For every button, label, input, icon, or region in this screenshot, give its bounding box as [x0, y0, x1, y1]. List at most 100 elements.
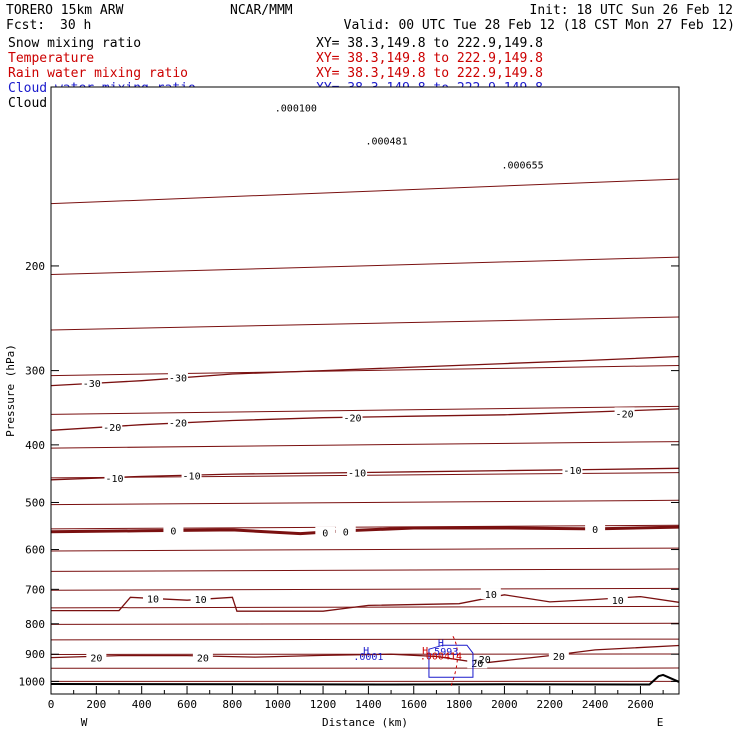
- contour-label: 0: [170, 526, 176, 537]
- center-title: NCAR/MMM: [230, 3, 293, 18]
- contour-label-bg: [167, 371, 188, 383]
- y-axis-label: Pressure (hPa): [4, 344, 17, 437]
- contour-label-bg: [607, 594, 628, 606]
- contour-label: -30: [83, 379, 101, 390]
- x-tick-label: 200: [86, 698, 106, 711]
- annotation-label: -20: [473, 655, 491, 666]
- background-contour-line: [51, 524, 679, 530]
- east-end-label: E: [657, 716, 664, 729]
- temperature-contour: [51, 408, 679, 431]
- contour-label-bg: [614, 407, 635, 419]
- contour-label: 10: [195, 595, 207, 606]
- background-contour-line: [51, 622, 679, 625]
- x-tick-label: 2600: [627, 698, 654, 711]
- contour-label-bg: [81, 377, 102, 389]
- y-tick-label: 800: [25, 618, 45, 631]
- annotation-label: H: [438, 638, 444, 649]
- x-tick-label: 1200: [310, 698, 337, 711]
- field-xy: XY= 38.3,149.8 to 222.9,149.8: [316, 66, 543, 81]
- contour-label-bg: [163, 524, 184, 536]
- y-tick-label: 1000: [19, 675, 46, 688]
- contour-label: -20: [616, 409, 634, 420]
- contour-label: -10: [348, 468, 366, 479]
- contour-label: -20: [169, 419, 187, 430]
- init-time: Init: 18 UTC Sun 26 Feb 12: [530, 3, 734, 18]
- y-tick-label: 200: [25, 260, 45, 273]
- contour-label: -10: [183, 471, 201, 482]
- background-contour-line: [51, 568, 679, 572]
- contour-label: -20: [103, 423, 121, 434]
- background-contour-line: [51, 587, 679, 591]
- fcst-value: 30 h: [60, 18, 91, 33]
- contour-label-bg: [192, 651, 213, 663]
- contour-label-bg: [190, 593, 211, 605]
- x-tick-label: 1800: [446, 698, 473, 711]
- background-contour-line: [51, 638, 679, 641]
- y-tick-label: 300: [25, 365, 45, 378]
- contour-label: -30: [169, 373, 187, 384]
- west-end-label: W: [81, 716, 88, 729]
- contour-label-bg: [315, 526, 336, 538]
- contour-label-bg: [167, 416, 188, 428]
- model-title: TORERO 15km ARW: [6, 3, 124, 18]
- contour-label: 10: [612, 596, 624, 607]
- contour-label: 10: [485, 590, 497, 601]
- contour-label-bg: [335, 525, 356, 537]
- contour-label-bg: [181, 469, 202, 481]
- x-axis-label: Distance (km): [322, 716, 408, 729]
- annotation-label: .0001: [353, 652, 383, 663]
- field-name: Rain water mixing ratio: [8, 66, 188, 81]
- contour-label: 0: [322, 529, 328, 540]
- x-tick-label: 2400: [582, 698, 609, 711]
- x-tick-label: 600: [177, 698, 197, 711]
- annotation-label: .000655: [501, 160, 543, 171]
- background-contour-line: [51, 441, 679, 449]
- fcst-label: Fcst:: [6, 18, 45, 33]
- x-tick-label: 0: [48, 698, 55, 711]
- contour-label: 20: [90, 654, 102, 665]
- annotation-label: .5993: [428, 647, 458, 658]
- contour-label-bg: [480, 588, 501, 600]
- field-name: Temperature: [8, 51, 94, 66]
- x-tick-label: 2000: [491, 698, 518, 711]
- contour-label: 10: [147, 594, 159, 605]
- y-tick-label: 600: [25, 544, 45, 557]
- contour-label-bg: [342, 411, 363, 423]
- plot-frame: [50, 86, 680, 695]
- contour-label-bg: [548, 649, 569, 661]
- contour-label-bg: [143, 592, 164, 604]
- chart-header: TORERO 15km ARW NCAR/MMM Init: 18 UTC Su…: [6, 3, 735, 33]
- contour-label: 20: [471, 659, 483, 670]
- contour-label-bg: [467, 657, 488, 669]
- background-contour-line: [51, 499, 679, 506]
- field-name: Snow mixing ratio: [8, 36, 141, 51]
- y-tick-label: 400: [25, 439, 45, 452]
- contour-lines: -30 -30 -20 -20 -20 -20 -10 -10 -10 -10 0 0 0 0 10 10 10…: [51, 104, 679, 687]
- contour-label: 0: [592, 525, 598, 536]
- contour-label: -20: [343, 414, 361, 425]
- contour-label-bg: [104, 472, 125, 484]
- background-contour-line: [51, 547, 679, 552]
- contour-label-bg: [102, 420, 123, 432]
- annotation-label: H: [422, 646, 428, 657]
- x-tick-label: 400: [132, 698, 152, 711]
- valid-time: Valid: 00 UTC Tue 28 Feb 12 (18 CST Mon …: [344, 18, 735, 33]
- contour-label-bg: [585, 522, 606, 534]
- background-contour-line: [51, 605, 679, 609]
- field-xy: XY= 38.3,149.8 to 222.9,149.8: [316, 36, 543, 51]
- cloud-water-outline: [428, 644, 474, 678]
- contour-label: -10: [105, 474, 123, 485]
- plot-area: -30 -30 -20 -20 -20 -20 -10 -10 -10 -10 0 0 0 0 10 10 10…: [50, 86, 680, 695]
- field-xy: XY= 38.3,149.8 to 222.9,149.8: [316, 51, 543, 66]
- x-tick-label: 1600: [400, 698, 427, 711]
- contour-label-bg: [347, 466, 368, 478]
- y-tick-label: 700: [25, 583, 45, 596]
- contour-label: 20: [553, 652, 565, 663]
- contour-label: 20: [197, 654, 209, 665]
- contour-label-bg: [562, 464, 583, 476]
- contour-label: 0: [343, 528, 349, 539]
- x-tick-label: 2200: [537, 698, 564, 711]
- annotation-label: H: [363, 646, 369, 657]
- background-contour-line: [51, 256, 679, 275]
